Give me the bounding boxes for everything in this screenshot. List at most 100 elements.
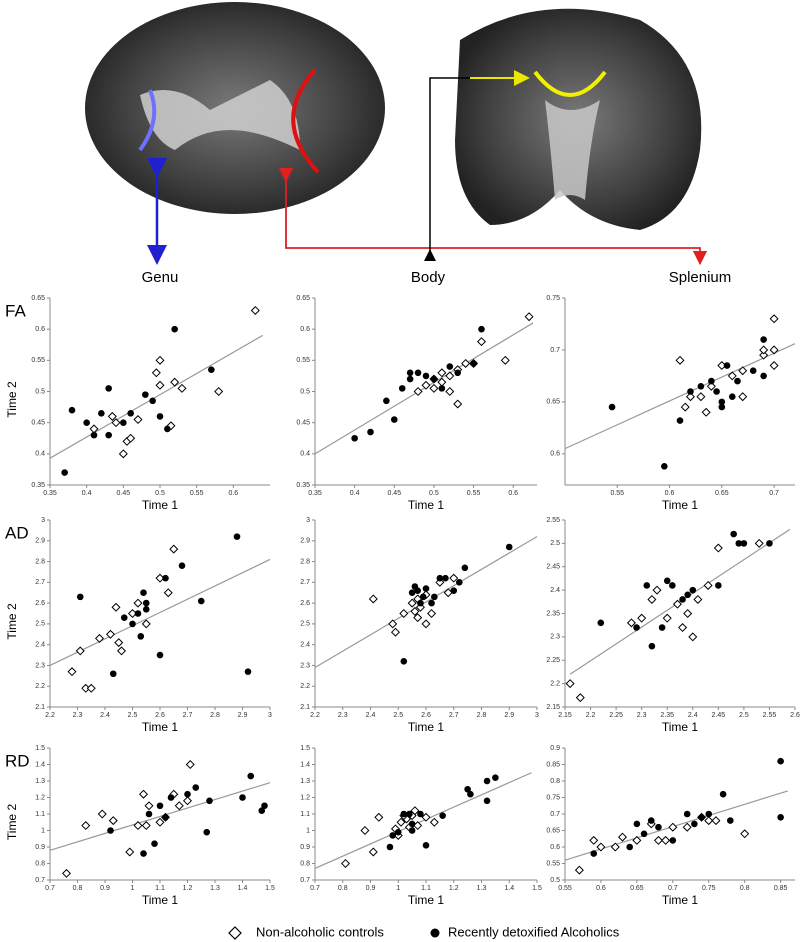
- control-point: [174, 801, 184, 811]
- control-point: [575, 693, 585, 703]
- y-tick-label: 1.4: [35, 761, 45, 768]
- row-label: RD: [5, 751, 30, 770]
- x-axis-label: Time 1: [408, 498, 445, 512]
- x-tick-label: 0.7: [45, 885, 55, 892]
- y-tick-label: 0.6: [550, 451, 560, 458]
- alcoholic-point: [68, 406, 76, 414]
- scatter-panel: 0.7 0.8 0.9 1 1.1 1.2 1.3 1.4 1.5 0.7 0.8 0.9 1 1.1 1.…: [300, 745, 542, 907]
- y-tick-label: 0.9: [550, 745, 560, 752]
- alcoholic-point: [120, 614, 128, 621]
- alcoholic-point: [727, 817, 734, 824]
- x-tick-label: 1.1: [155, 885, 165, 892]
- alcoholic-point: [648, 642, 656, 650]
- scatter-panel: 0.6 0.65 0.7 0.75 0.55 0.6 0.65 0.7 Time 1: [546, 295, 796, 512]
- alcoholic-point: [408, 827, 416, 834]
- alcoholic-point: [689, 586, 697, 594]
- alcoholic-point: [647, 817, 655, 824]
- y-tick-label: 2.7: [300, 579, 310, 586]
- alcoholic-point: [398, 385, 406, 392]
- alcoholic-point: [669, 837, 677, 844]
- x-tick-label: 0.5: [429, 490, 439, 497]
- alcoholic-point: [450, 587, 458, 594]
- x-tick-label: 0.65: [715, 490, 729, 497]
- alcoholic-point: [464, 785, 471, 793]
- control-point: [111, 418, 121, 428]
- y-tick-label: 1: [41, 827, 45, 834]
- y-tick-label: 0.8: [300, 860, 310, 867]
- control-point: [696, 392, 706, 402]
- control-point: [445, 371, 455, 381]
- control-point: [662, 613, 672, 623]
- control-point: [108, 816, 118, 826]
- control-point: [449, 573, 459, 583]
- x-tick-label: 2.4: [100, 712, 110, 719]
- y-tick-label: 0.45: [31, 420, 45, 427]
- x-tick-label: 0.4: [350, 490, 360, 497]
- alcoholic-point: [697, 383, 705, 390]
- control-point: [141, 821, 151, 831]
- y-tick-label: 0.4: [35, 451, 45, 458]
- y-tick-label: 1.5: [300, 745, 310, 752]
- y-axis-label: Time 2: [5, 603, 19, 640]
- y-tick-label: 0.5: [300, 388, 310, 395]
- y-tick-label: 2.35: [546, 610, 560, 617]
- alcoholic-point: [735, 540, 743, 547]
- x-tick-label: 0.6: [508, 490, 518, 497]
- control-point: [75, 646, 85, 656]
- x-tick-label: 0.55: [610, 490, 624, 497]
- alcoholic-point: [431, 593, 438, 601]
- control-point: [125, 847, 135, 857]
- alcoholic-point: [454, 369, 462, 377]
- control-point: [437, 368, 447, 378]
- x-tick-label: 1.1: [421, 885, 431, 892]
- control-point: [388, 619, 398, 629]
- control-point: [421, 619, 431, 629]
- control-point: [500, 355, 510, 365]
- y-tick-label: 0.65: [546, 399, 560, 406]
- control-point: [155, 380, 165, 390]
- control-point: [738, 366, 748, 376]
- scatter-panel: 2.15 2.2 2.25 2.3 2.35 2.4 2.45 2.5 2.55 2.15 2.2 2…: [546, 517, 800, 734]
- trend-line: [564, 343, 796, 450]
- control-point: [675, 355, 685, 365]
- y-tick-label: 0.8: [550, 778, 560, 785]
- y-tick-label: 3: [306, 517, 310, 524]
- y-tick-label: 2.4: [550, 587, 560, 594]
- alcoholic-point: [436, 574, 444, 582]
- x-axis-label: Time 1: [408, 720, 445, 734]
- alcoholic-point: [430, 375, 438, 383]
- alcoholic-point: [422, 372, 430, 380]
- x-tick-label: 2.25: [609, 712, 623, 719]
- y-tick-label: 1.5: [35, 745, 45, 752]
- x-tick-label: 0.5: [155, 490, 165, 497]
- control-point: [360, 825, 370, 836]
- y-tick-label: 1.2: [300, 794, 310, 801]
- control-point: [589, 835, 599, 845]
- alcoholic-point: [383, 397, 390, 405]
- alcoholic-point: [643, 582, 651, 589]
- x-tick-label: 2.7: [183, 712, 193, 719]
- control-point: [368, 847, 378, 857]
- alcoholic-point: [367, 428, 374, 436]
- control-point: [177, 383, 187, 393]
- y-tick-label: 0.55: [546, 860, 560, 867]
- y-tick-label: 0.6: [550, 844, 560, 851]
- region-label: Genu: [142, 269, 179, 286]
- x-tick-label: 2.2: [310, 712, 320, 719]
- alcoholic-point: [140, 850, 147, 857]
- alcoholic-point: [417, 599, 424, 607]
- alcoholic-point: [208, 366, 215, 373]
- control-point: [754, 538, 764, 548]
- x-tick-label: 1.3: [210, 885, 220, 892]
- alcoholic-point: [76, 593, 84, 601]
- alcoholic-point: [505, 543, 513, 551]
- trend-line: [569, 528, 791, 675]
- y-tick-label: 2.45: [546, 564, 560, 571]
- y-tick-label: 0.65: [31, 295, 45, 302]
- y-tick-label: 2.2: [35, 683, 45, 690]
- control-point: [151, 368, 161, 378]
- x-tick-label: 2.2: [45, 712, 55, 719]
- y-tick-label: 2.7: [35, 579, 45, 586]
- alcoholic-point: [140, 589, 147, 597]
- alcoholic-point: [197, 597, 205, 605]
